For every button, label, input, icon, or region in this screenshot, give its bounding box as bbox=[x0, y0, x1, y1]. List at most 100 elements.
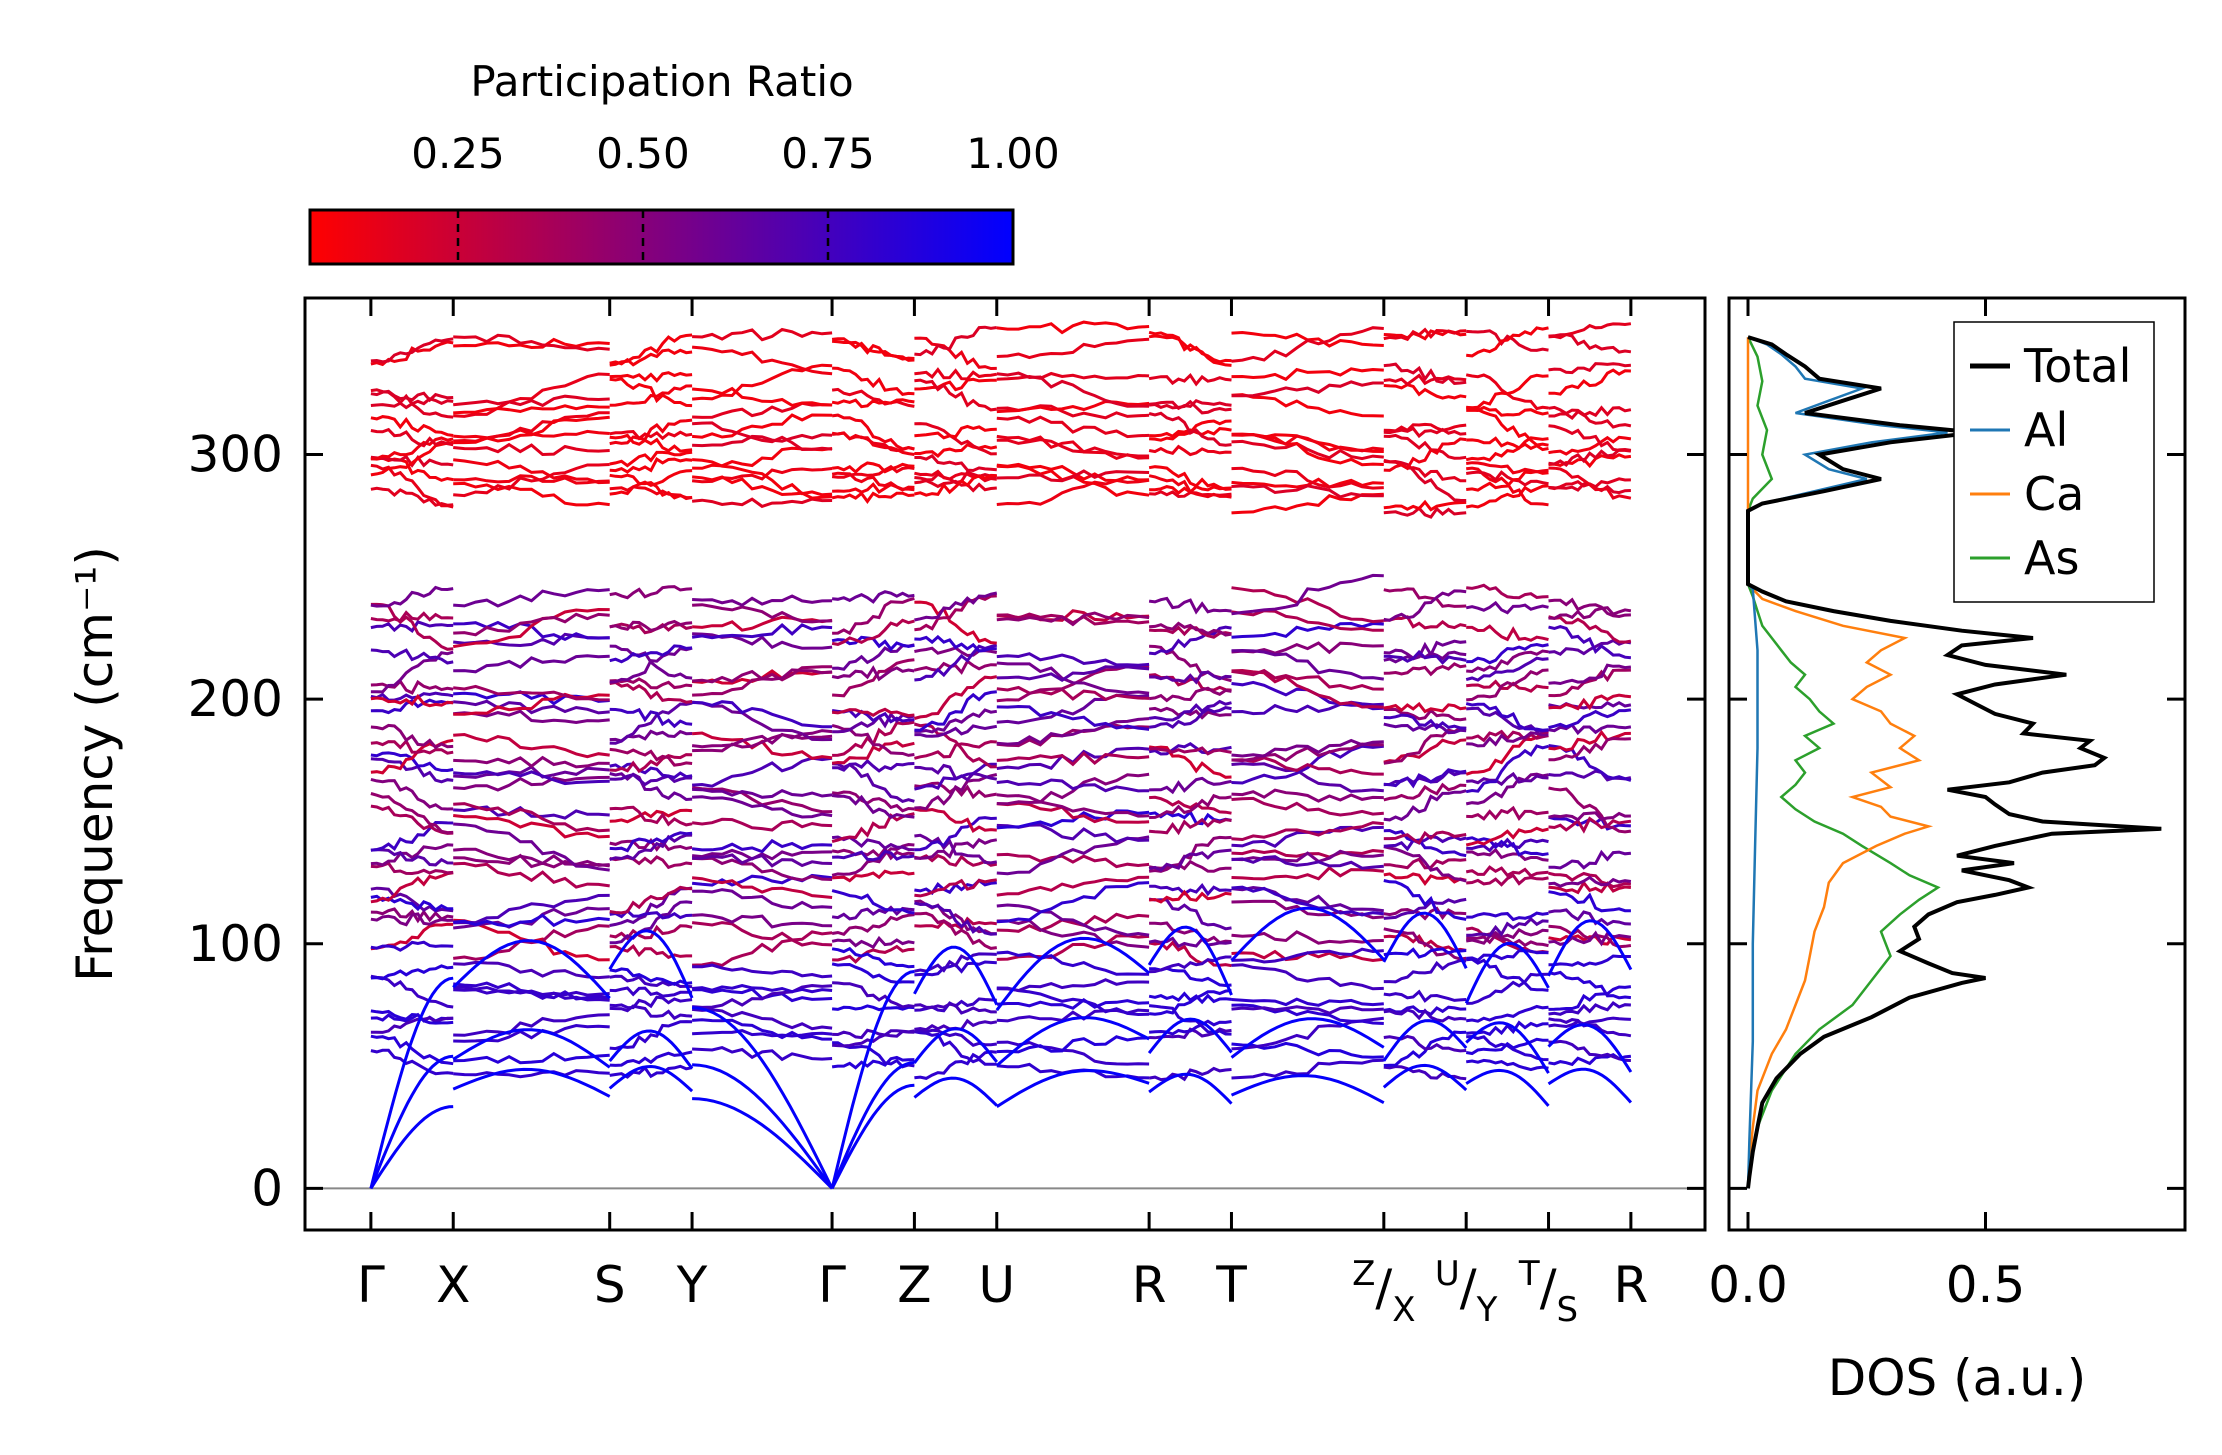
phonon-band bbox=[1548, 333, 1632, 354]
phonon-band bbox=[1465, 744, 1549, 794]
kpoint-label: U/Y bbox=[1435, 1254, 1498, 1330]
phonon-band bbox=[692, 603, 833, 624]
phonon-band bbox=[370, 1009, 454, 1025]
phonon-band bbox=[996, 434, 1150, 461]
phonon-band bbox=[914, 325, 998, 357]
phonon-band bbox=[1231, 668, 1384, 691]
phonon-band bbox=[691, 913, 833, 929]
phonon-band bbox=[453, 1051, 610, 1065]
phonon-band bbox=[832, 366, 915, 397]
phonon-band bbox=[1383, 649, 1467, 665]
phonon-band bbox=[1548, 736, 1631, 762]
phonon-band bbox=[370, 698, 454, 715]
phonon-band bbox=[1148, 1019, 1232, 1036]
acoustic-band bbox=[1147, 1017, 1233, 1055]
phonon-band bbox=[609, 974, 693, 989]
phonon-band bbox=[692, 700, 833, 729]
phonon-band bbox=[1148, 330, 1232, 367]
phonon-band bbox=[1383, 722, 1467, 735]
phonon-band bbox=[1548, 729, 1631, 752]
acoustic-band bbox=[1382, 1019, 1468, 1062]
phonon-band bbox=[453, 1013, 610, 1037]
phonon-band bbox=[1148, 625, 1232, 639]
phonon-band bbox=[609, 986, 693, 998]
legend-label: Ca bbox=[2024, 467, 2084, 521]
phonon-band bbox=[996, 793, 1150, 818]
phonon-band bbox=[1466, 771, 1549, 787]
phonon-band bbox=[692, 888, 833, 910]
phonon-band bbox=[914, 643, 998, 682]
phonon-band bbox=[1148, 706, 1232, 729]
phonon-band bbox=[370, 1048, 454, 1076]
phonon-band bbox=[370, 820, 454, 852]
phonon-band bbox=[996, 661, 1150, 695]
phonon-band bbox=[1383, 830, 1467, 845]
phonon-band bbox=[1548, 424, 1632, 453]
phonon-band bbox=[914, 901, 997, 936]
phonon-band bbox=[609, 619, 693, 633]
phonon-band bbox=[1148, 596, 1232, 615]
phonon-band bbox=[1548, 875, 1632, 888]
phonon-band bbox=[1383, 662, 1467, 677]
phonon-band bbox=[609, 701, 693, 745]
phonon-band bbox=[1466, 624, 1549, 642]
phonon-band bbox=[370, 678, 454, 695]
phonon-band bbox=[609, 485, 693, 501]
phonon-band bbox=[691, 497, 833, 509]
phonon-band bbox=[609, 333, 693, 367]
phonon-band bbox=[1548, 1016, 1631, 1029]
acoustic-band bbox=[995, 1068, 1150, 1108]
phonon-band bbox=[832, 944, 915, 964]
phonon-band bbox=[1383, 906, 1467, 921]
phonon-band bbox=[1548, 890, 1631, 913]
phonon-band bbox=[1465, 373, 1549, 411]
phonon-band bbox=[370, 848, 454, 867]
phonon-band bbox=[609, 384, 693, 407]
phonon-band bbox=[370, 389, 454, 403]
phonon-band bbox=[996, 611, 1150, 627]
phonon-band bbox=[453, 333, 610, 352]
acoustic-band bbox=[830, 970, 915, 1189]
phonon-band bbox=[1149, 793, 1232, 819]
phonon-band bbox=[1465, 865, 1549, 878]
phonon-band bbox=[1548, 849, 1632, 870]
kpoint-label: T bbox=[1215, 1256, 1247, 1314]
phonon-band bbox=[1231, 466, 1384, 490]
phonon-band bbox=[1148, 889, 1232, 904]
phonon-band bbox=[1383, 713, 1467, 730]
phonon-band bbox=[1383, 768, 1467, 789]
legend: Total Al Ca As bbox=[1953, 321, 2155, 603]
phonon-band bbox=[1548, 597, 1631, 619]
phonon-band bbox=[1231, 1005, 1384, 1015]
phonon-band bbox=[1383, 459, 1467, 483]
phonon-band bbox=[831, 431, 915, 456]
acoustic-band bbox=[1547, 1023, 1633, 1073]
phonon-band bbox=[453, 654, 610, 674]
phonon-band bbox=[996, 464, 1150, 497]
phonon-band bbox=[914, 1030, 997, 1066]
phonon-band bbox=[1148, 991, 1232, 1005]
phonon-band bbox=[1466, 679, 1549, 693]
phonon-band bbox=[1231, 621, 1384, 639]
phonon-band bbox=[831, 846, 915, 861]
phonon-band bbox=[1148, 706, 1232, 720]
phonon-band bbox=[914, 470, 997, 485]
phonon-band bbox=[1231, 821, 1384, 842]
phonon-band bbox=[914, 837, 998, 860]
acoustic-band bbox=[995, 936, 1151, 1012]
legend-label: As bbox=[2024, 531, 2079, 585]
phonon-band bbox=[609, 418, 693, 446]
phonon-band bbox=[831, 869, 915, 883]
kpoint-label: Z/X bbox=[1352, 1254, 1415, 1330]
acoustic-band bbox=[608, 1064, 694, 1093]
phonon-band bbox=[370, 693, 454, 708]
phonon-band bbox=[996, 950, 1150, 976]
phonon-band bbox=[1383, 857, 1467, 870]
phonon-band bbox=[692, 963, 833, 979]
phonon-band bbox=[691, 1018, 833, 1041]
phonon-band bbox=[914, 336, 997, 371]
phonon-band bbox=[609, 1004, 693, 1021]
phonon-band bbox=[1148, 465, 1232, 491]
phonon-band bbox=[609, 762, 693, 780]
phonon-band bbox=[832, 711, 915, 734]
